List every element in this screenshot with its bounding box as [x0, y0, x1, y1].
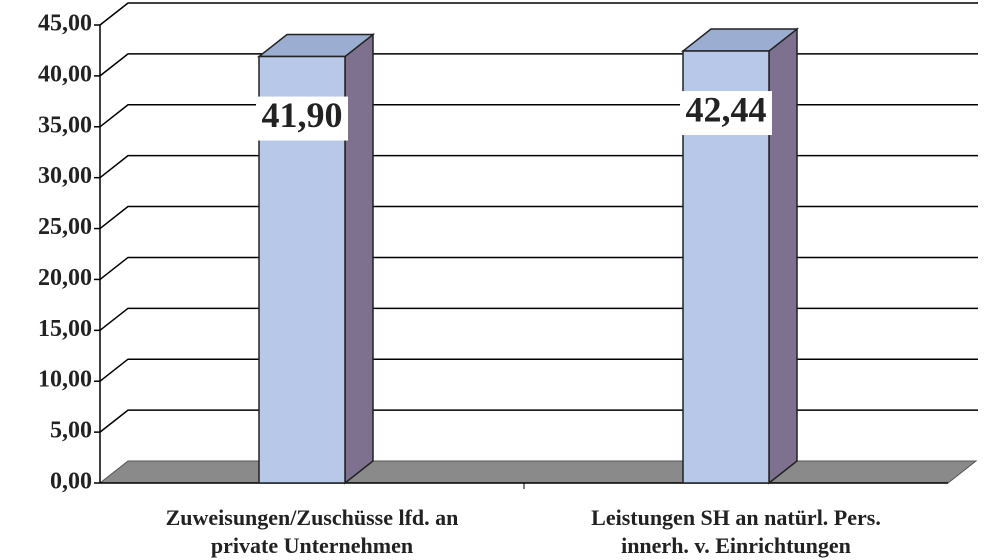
value-label: 41,90	[262, 95, 343, 135]
bar-side	[344, 33, 374, 485]
value-label-bg	[680, 91, 772, 136]
y-tick-label: 30,00	[38, 163, 92, 189]
y-tick-label: 20,00	[38, 265, 92, 291]
x-tick-label: Leistungen SH an natürl. Pers. innerh. v…	[591, 505, 881, 558]
grid-line	[99, 205, 978, 230]
grid-line	[99, 358, 978, 382]
y-tick-label: 35,00	[38, 112, 92, 138]
floor	[98, 460, 978, 484]
x-tick-label: Zuweisungen/Zuschüsse lfd. an private Un…	[165, 505, 459, 558]
bar	[680, 27, 800, 485]
grid-line	[99, 307, 978, 331]
grid-line	[99, 104, 978, 128]
y-tick-label: 0,00	[50, 469, 92, 495]
bar-front	[682, 50, 770, 484]
bar	[256, 33, 376, 485]
grid-line	[99, 154, 978, 179]
grid-line	[99, 53, 978, 77]
value-label: 42,44	[686, 89, 767, 129]
value-label-bg	[256, 96, 348, 141]
grid-line	[99, 2, 978, 26]
y-tick-label: 10,00	[38, 367, 92, 393]
y-tick-label: 25,00	[38, 214, 92, 240]
grid-line	[99, 409, 978, 433]
bar-side	[768, 27, 798, 485]
y-tick-label: 45,00	[38, 11, 92, 37]
y-tick-label: 40,00	[38, 61, 92, 87]
grid-line	[99, 256, 978, 281]
y-tick-label: 15,00	[38, 316, 92, 342]
bar-front	[258, 55, 346, 484]
y-tick-label: 5,00	[50, 418, 92, 444]
